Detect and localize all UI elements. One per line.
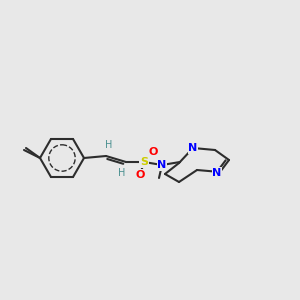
Text: N: N bbox=[212, 168, 222, 178]
Text: N: N bbox=[158, 160, 166, 170]
Text: H: H bbox=[118, 168, 126, 178]
Text: O: O bbox=[148, 147, 158, 157]
Text: H: H bbox=[105, 140, 113, 150]
Text: N: N bbox=[188, 143, 198, 153]
Text: O: O bbox=[135, 170, 145, 180]
Text: S: S bbox=[140, 157, 148, 167]
